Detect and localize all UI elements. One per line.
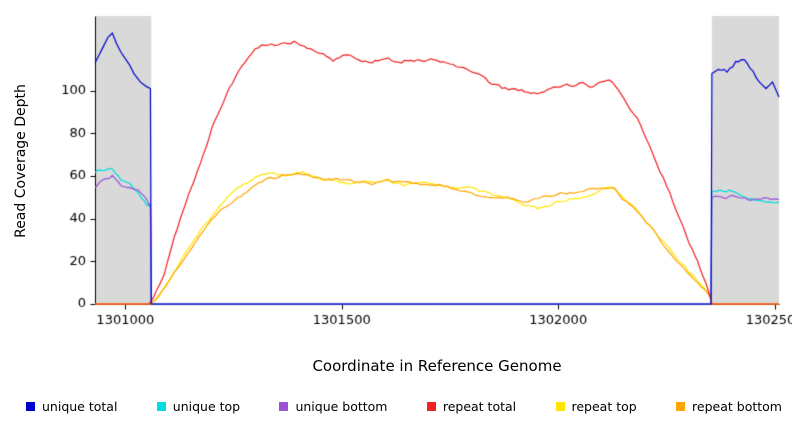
legend-item-repeat-bottom: repeat bottom — [676, 399, 782, 414]
legend-swatch-repeat-bottom — [676, 402, 686, 411]
legend-swatch-unique-top — [156, 402, 166, 411]
x-axis-title: Coordinate in Reference Genome — [312, 357, 562, 375]
legend-label-repeat-bottom: repeat bottom — [692, 399, 782, 414]
legend-swatch-unique-bottom — [279, 402, 289, 411]
legend-item-unique-top: unique top — [156, 399, 241, 414]
legend-item-repeat-top: repeat top — [555, 399, 637, 414]
y-axis-title: Read Coverage Depth — [13, 84, 29, 238]
legend-item-unique-total: unique total — [26, 399, 117, 414]
legend: unique total unique top unique bottom repea… — [26, 399, 782, 414]
legend-swatch-repeat-top — [555, 402, 565, 411]
legend-swatch-repeat-total — [426, 402, 436, 411]
legend-label-unique-top: unique top — [172, 399, 241, 414]
legend-label-repeat-total: repeat total — [442, 399, 517, 414]
legend-swatch-unique-total — [26, 402, 35, 411]
legend-label-unique-bottom: unique bottom — [295, 399, 388, 414]
legend-label-repeat-top: repeat top — [571, 399, 637, 414]
coverage-plot-canvas — [0, 0, 792, 344]
legend-label-unique-total: unique total — [42, 399, 118, 414]
legend-item-repeat-total: repeat total — [426, 399, 517, 414]
legend-item-unique-bottom: unique bottom — [279, 399, 388, 414]
